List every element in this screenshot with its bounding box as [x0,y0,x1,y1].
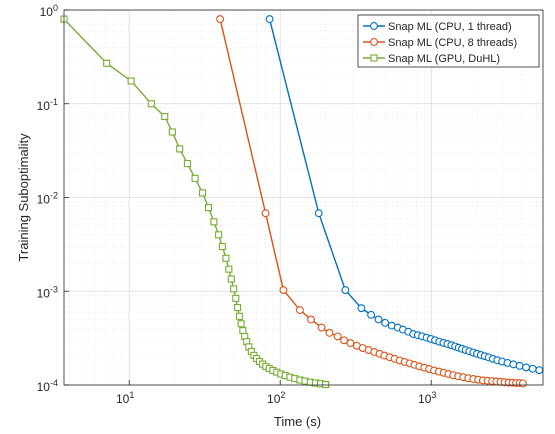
legend-marker [370,22,378,30]
data-point [204,204,213,212]
grid [64,9,543,386]
data-point [232,294,240,302]
data-point [515,361,524,370]
data-point [234,304,242,312]
y-tick-label: 10-3 [37,284,58,300]
data-point [183,160,191,168]
data-point [346,339,355,348]
y-axis-label: Training Suboptimality [16,133,31,262]
data-point [198,189,207,197]
data-point [218,242,226,251]
data-point [176,145,184,153]
data-point [333,332,342,341]
data-point [147,100,155,108]
x-tick-label: 103 [418,390,436,406]
data-point [230,285,238,293]
legend-item: Snap ML (CPU, 8 threads) [363,37,517,49]
data-point [518,379,527,388]
data-point [367,310,376,319]
data-point [340,336,349,345]
data-point [374,315,383,324]
data-point [357,304,366,313]
y-tick-label: 10-1 [37,97,58,113]
data-point [216,15,225,24]
data-point [168,128,176,136]
data-point [222,254,230,262]
data-point [528,364,537,373]
data-point [227,275,235,283]
data-point [509,360,518,369]
data-point [325,328,334,337]
legend-marker [370,54,378,62]
data-point [239,327,247,335]
data-point [314,209,323,218]
y-tick-label: 100 [40,3,58,19]
data-point [215,231,223,239]
data-point [381,318,390,327]
legend-marker [370,38,378,46]
series-1 [265,15,544,375]
legend: Snap ML (CPU, 1 thread) Snap ML (CPU, 8 t… [357,14,540,68]
legend-item: Snap ML (GPU, DuHL) [363,53,500,65]
data-point [127,77,135,85]
x-tick-label: 101 [116,390,134,406]
legend-label: Snap ML (GPU, DuHL) [388,53,500,65]
data-point [103,59,111,67]
data-point [265,15,274,24]
legend-box [357,14,540,68]
y-tick-label: 10-2 [37,191,58,207]
legend-label: Snap ML (CPU, 1 thread) [388,21,512,33]
legend-label: Snap ML (CPU, 8 threads) [388,37,517,49]
data-point [317,323,326,332]
data-point [295,306,304,315]
data-point [279,286,288,294]
data-point [191,174,199,182]
data-point [322,381,330,389]
ticks: 101 102 103 10-4 10-3 10-2 10-1 100 [37,3,437,406]
x-axis-label: Time (s) [274,414,321,429]
data-point [225,265,233,273]
legend-item: Snap ML (CPU, 1 thread) [363,21,512,33]
data-point [307,315,315,324]
series-2 [216,15,527,388]
data-point [161,113,169,121]
data-point [210,218,218,226]
data-point [535,366,544,375]
data-point [235,312,243,320]
data-point [522,363,531,372]
data-point [237,320,245,328]
y-tick-label: 10-4 [37,378,58,394]
data-point [341,286,350,294]
x-tick-label: 102 [267,390,285,406]
data-point [261,209,270,218]
